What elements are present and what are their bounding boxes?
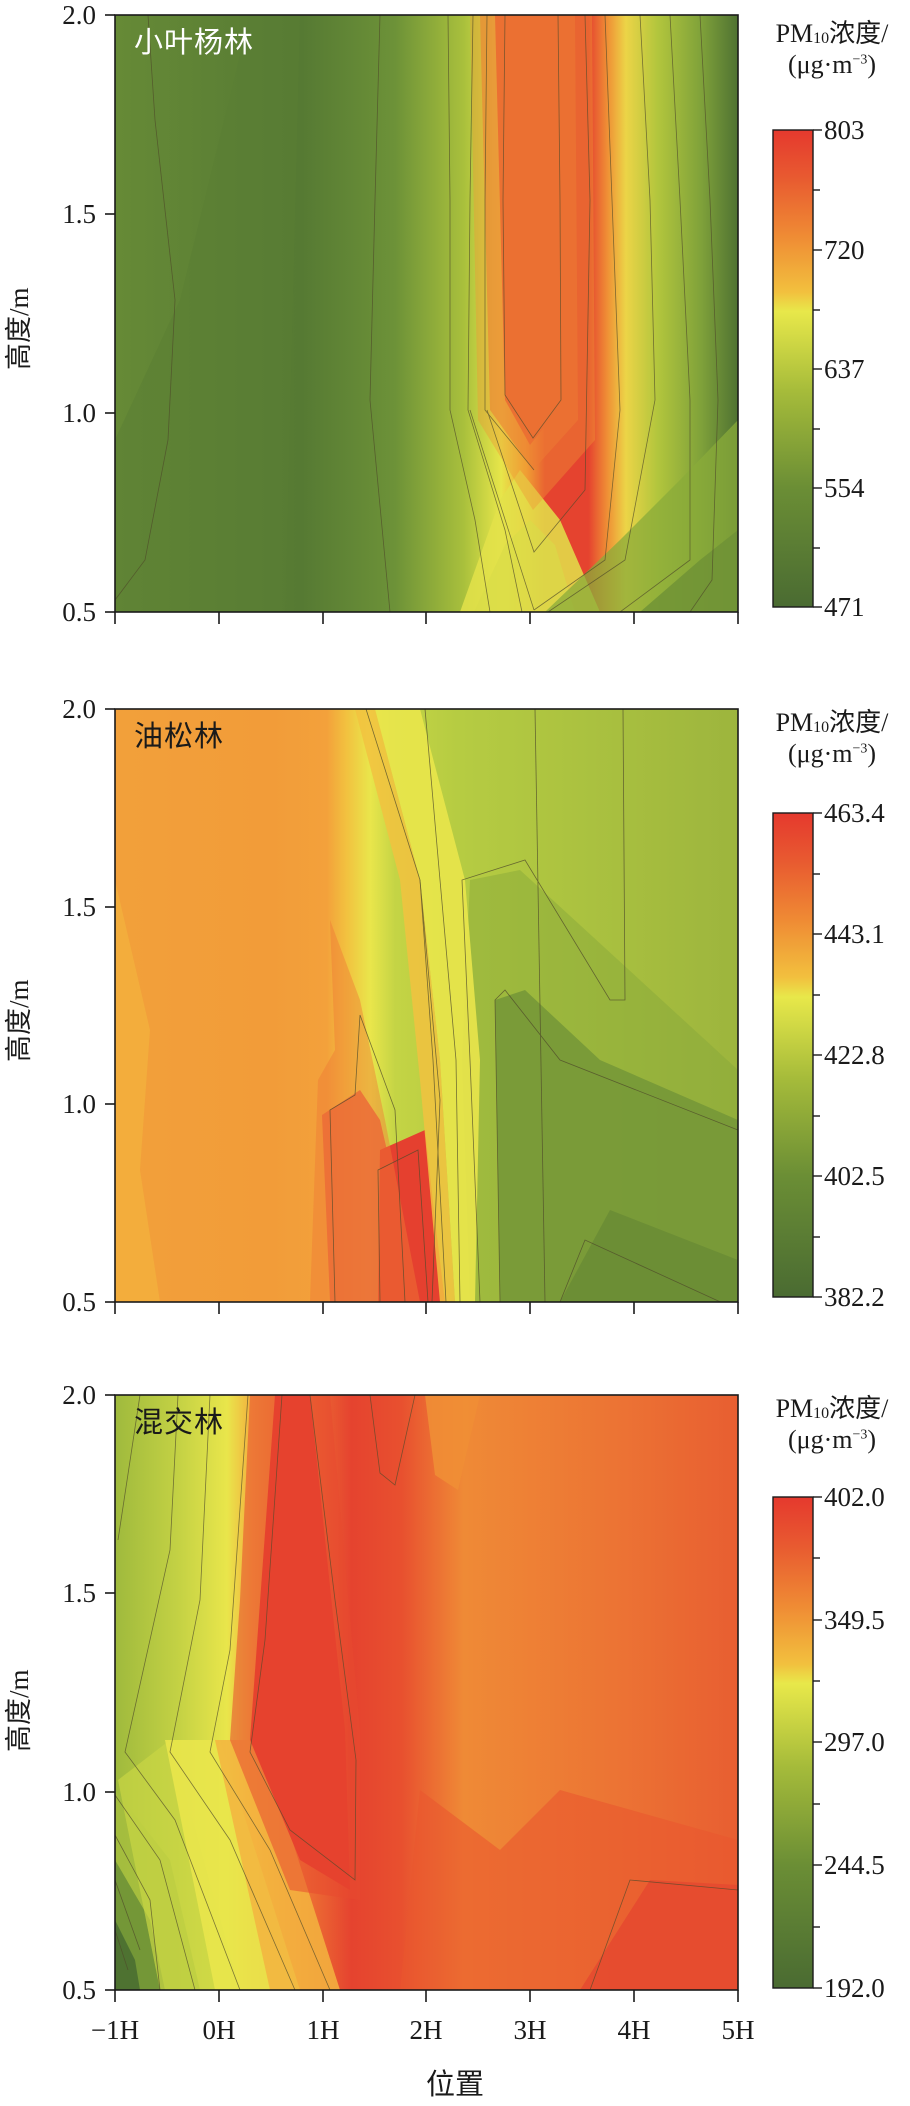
- colorbar-unit: (μg·m: [787, 50, 853, 80]
- colorbar-3: [772, 1496, 822, 1989]
- y-axis-label: 高度/m: [4, 979, 34, 1062]
- colorbar-title-suffix: 浓度/: [829, 1394, 889, 1423]
- colorbar-2-title: PM10浓度/ (μg·m−3): [754, 707, 910, 769]
- colorbar-unit: (μg·m: [787, 739, 853, 769]
- x-tick-label: −1H: [90, 2015, 140, 2045]
- y-tick-label: 2.0: [62, 694, 96, 724]
- y-axis-label: 高度/m: [4, 1669, 34, 1752]
- colorbar-unit-close: ): [867, 50, 877, 80]
- x-tick-label: 1H: [306, 2015, 340, 2045]
- colorbar-unit-close: ): [867, 1425, 877, 1455]
- colorbar-title-sub: 10: [813, 1405, 830, 1422]
- colorbar-2: [772, 812, 822, 1298]
- colorbar-unit-close: ): [867, 739, 877, 769]
- colorbar-2-tick: 382.2: [824, 1282, 885, 1312]
- colorbar-unit-exp: −3: [852, 741, 868, 757]
- y-tick-label: 0.5: [62, 1975, 96, 2005]
- colorbar-3-tick: 192.0: [824, 1973, 885, 2003]
- colorbar-3-tick: 402.0: [824, 1482, 885, 1512]
- y-tick-label: 1.0: [62, 1777, 96, 1807]
- colorbar-title-pm: PM: [775, 708, 814, 737]
- panel-3-plot-area: [115, 1395, 738, 1990]
- colorbar-3-tick: 244.5: [824, 1850, 885, 1880]
- panel-3-title: 混交林: [134, 1405, 225, 1439]
- x-tick-label: 2H: [409, 2015, 443, 2045]
- colorbar-1-tick: 803: [824, 115, 865, 145]
- y-tick-label: 1.5: [62, 1578, 96, 1608]
- panel-2-title: 油松林: [134, 719, 225, 753]
- colorbar-title-pm: PM: [775, 19, 814, 48]
- x-tick-label: 0H: [202, 2015, 236, 2045]
- x-tick-label: 5H: [721, 2015, 755, 2045]
- x-tick-label: 4H: [617, 2015, 651, 2045]
- colorbar-2-tick: 463.4: [824, 798, 885, 828]
- colorbar-title-suffix: 浓度/: [829, 19, 889, 48]
- y-tick-label: 0.5: [62, 1287, 96, 1317]
- colorbar-title-sub: 10: [813, 30, 830, 47]
- y-tick-label: 1.5: [62, 199, 96, 229]
- colorbar-1-tick: 720: [824, 235, 865, 265]
- y-tick-label: 2.0: [62, 1380, 96, 1410]
- colorbar-1-tick: 637: [824, 354, 865, 384]
- colorbar-unit-exp: −3: [852, 1427, 868, 1443]
- colorbar-2-tick: 422.8: [824, 1040, 885, 1070]
- x-axis-ticks: [114, 612, 739, 2002]
- panel-1-title: 小叶杨林: [134, 25, 255, 59]
- colorbar-title-pm: PM: [775, 1394, 814, 1423]
- colorbar-unit-exp: −3: [852, 52, 868, 68]
- colorbar-1-title: PM10浓度/ (μg·m−3): [754, 18, 910, 80]
- x-tick-label: 3H: [513, 2015, 547, 2045]
- y-tick-label: 1.5: [62, 892, 96, 922]
- colorbar-3-tick: 297.0: [824, 1727, 885, 1757]
- colorbar-title-suffix: 浓度/: [829, 708, 889, 737]
- y-axis-label: 高度/m: [4, 287, 34, 370]
- colorbar-3-title: PM10浓度/ (μg·m−3): [754, 1393, 910, 1455]
- colorbar-1-tick: 471: [824, 592, 865, 622]
- colorbar-title-sub: 10: [813, 719, 830, 736]
- y-tick-label: 1.0: [62, 1089, 96, 1119]
- panel-2-plot-area: [115, 709, 738, 1302]
- colorbar-unit: (μg·m: [787, 1425, 853, 1455]
- y-tick-label: 2.0: [62, 0, 96, 30]
- colorbar-2-tick: 443.1: [824, 919, 885, 949]
- colorbar-1-tick: 554: [824, 473, 865, 503]
- colorbar-2-tick: 402.5: [824, 1161, 885, 1191]
- colorbar-3-tick: 349.5: [824, 1605, 885, 1635]
- panel-1-plot-area: [115, 15, 738, 612]
- y-tick-label: 1.0: [62, 398, 96, 428]
- colorbar-1: [772, 129, 822, 608]
- x-axis-label: 位置: [425, 2067, 484, 2101]
- y-axis-ticks: [105, 14, 115, 1991]
- y-tick-label: 0.5: [62, 597, 96, 627]
